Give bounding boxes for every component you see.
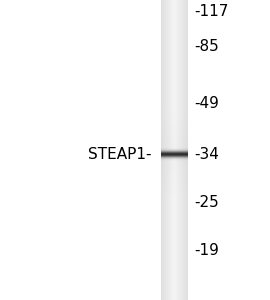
Text: -117: -117: [194, 4, 229, 20]
Text: -19: -19: [194, 243, 219, 258]
Text: STEAP1-: STEAP1-: [88, 147, 151, 162]
Text: -25: -25: [194, 195, 219, 210]
Text: -85: -85: [194, 39, 219, 54]
Text: -34: -34: [194, 147, 219, 162]
Text: -49: -49: [194, 96, 219, 111]
